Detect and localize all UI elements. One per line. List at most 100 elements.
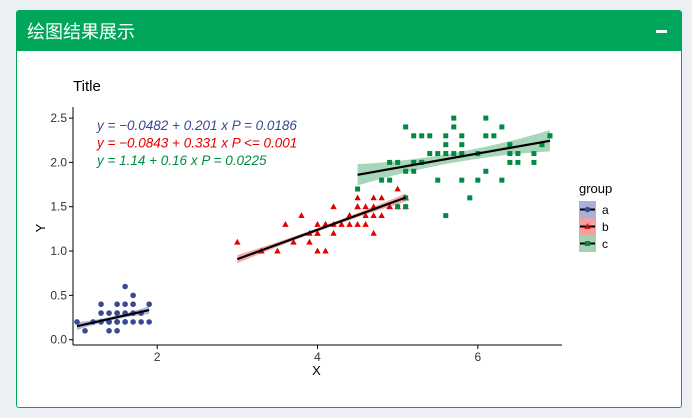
point-c bbox=[395, 159, 401, 165]
point-c bbox=[483, 168, 489, 174]
point-c bbox=[451, 115, 457, 121]
chart-title: Title bbox=[73, 78, 101, 95]
point-a bbox=[114, 328, 120, 334]
point-a bbox=[130, 319, 136, 325]
point-a bbox=[106, 319, 112, 325]
point-c bbox=[387, 177, 393, 183]
point-c bbox=[507, 151, 513, 157]
equation-annotation-a: y = −0.0482 + 0.201 x P = 0.0186 bbox=[96, 118, 297, 133]
point-c bbox=[451, 151, 457, 157]
point-a bbox=[98, 310, 104, 316]
point-c bbox=[547, 133, 553, 139]
point-c bbox=[427, 151, 433, 157]
legend-label-a: a bbox=[602, 203, 609, 217]
regression-line-b bbox=[236, 196, 407, 261]
point-a bbox=[82, 328, 88, 334]
x-tick-label: 4 bbox=[314, 350, 321, 364]
point-c bbox=[435, 177, 441, 183]
point-b bbox=[362, 212, 369, 218]
point-c bbox=[403, 124, 409, 130]
point-b bbox=[354, 203, 361, 210]
point-c bbox=[395, 204, 401, 210]
point-a bbox=[146, 319, 152, 325]
point-c bbox=[475, 177, 481, 183]
equation-annotation-c: y = 1.14 + 0.16 x P = 0.0225 bbox=[96, 153, 267, 168]
point-a bbox=[130, 292, 136, 299]
legend-label-c: c bbox=[602, 237, 608, 251]
point-c bbox=[515, 159, 521, 165]
point-b bbox=[290, 238, 297, 245]
minus-icon bbox=[655, 29, 667, 33]
point-a bbox=[98, 301, 104, 308]
point-c bbox=[539, 142, 545, 148]
point-a bbox=[114, 319, 120, 325]
point-c bbox=[451, 124, 457, 130]
point-c bbox=[355, 186, 361, 192]
point-b bbox=[306, 238, 313, 245]
point-b bbox=[370, 194, 377, 201]
point-c bbox=[507, 159, 513, 165]
point-a bbox=[122, 301, 128, 308]
y-axis-label: Y bbox=[33, 223, 48, 232]
point-c bbox=[531, 159, 537, 165]
point-b bbox=[338, 221, 345, 227]
point-c bbox=[411, 168, 417, 174]
point-b bbox=[282, 221, 289, 227]
point-b bbox=[274, 247, 281, 254]
scatter-plot: Title 2 4 6 0.0 0.5 1.0 1.5 2.0 2.5 X Yy = −0.0482 … bbox=[33, 78, 612, 378]
point-c bbox=[443, 213, 449, 219]
collapse-button[interactable] bbox=[651, 21, 671, 41]
panel-header: 绘图结果展示 bbox=[17, 11, 681, 51]
point-c bbox=[435, 151, 441, 157]
y-tick-label: 2.0 bbox=[50, 155, 67, 169]
point-c bbox=[427, 133, 433, 139]
point-b bbox=[330, 229, 337, 236]
point-b bbox=[362, 221, 369, 227]
point-c bbox=[459, 133, 465, 139]
point-a bbox=[146, 301, 152, 308]
x-axis-label: X bbox=[312, 363, 321, 378]
point-c bbox=[491, 133, 497, 139]
point-a bbox=[138, 319, 144, 325]
legend-title: group bbox=[579, 181, 612, 196]
point-b bbox=[394, 185, 401, 192]
point-b bbox=[234, 238, 241, 245]
point-b bbox=[370, 229, 377, 236]
y-tick-label: 0.5 bbox=[50, 288, 67, 302]
point-a bbox=[130, 301, 136, 308]
point-c bbox=[443, 133, 449, 139]
panel-title: 绘图结果展示 bbox=[27, 22, 135, 42]
point-c bbox=[387, 159, 393, 165]
point-c bbox=[459, 177, 465, 183]
point-c bbox=[531, 151, 537, 157]
legend-key-marker-c bbox=[585, 241, 590, 246]
point-c bbox=[459, 142, 465, 148]
point-c bbox=[507, 142, 513, 148]
point-c bbox=[403, 204, 409, 210]
y-tick-label: 1.0 bbox=[50, 244, 67, 258]
point-b bbox=[378, 212, 385, 218]
equation-annotation-b: y = −0.0843 + 0.331 x P <= 0.001 bbox=[96, 136, 297, 151]
point-a bbox=[74, 319, 80, 325]
point-a bbox=[122, 283, 128, 290]
point-c bbox=[499, 124, 505, 130]
point-b bbox=[386, 203, 393, 210]
point-a bbox=[114, 301, 120, 308]
point-c bbox=[379, 177, 385, 183]
point-b bbox=[346, 221, 353, 227]
point-b bbox=[314, 221, 321, 227]
point-c bbox=[419, 133, 425, 139]
point-c bbox=[499, 177, 505, 183]
point-c bbox=[483, 133, 489, 139]
x-tick-label: 2 bbox=[154, 350, 161, 364]
point-b bbox=[378, 194, 385, 201]
point-c bbox=[411, 159, 417, 165]
y-tick-label: 2.5 bbox=[50, 111, 67, 125]
legend-label-b: b bbox=[602, 220, 609, 234]
point-b bbox=[314, 229, 321, 236]
legend-key-marker-a bbox=[584, 206, 591, 213]
point-c bbox=[515, 151, 521, 157]
point-c bbox=[403, 168, 409, 174]
point-c bbox=[467, 195, 473, 201]
